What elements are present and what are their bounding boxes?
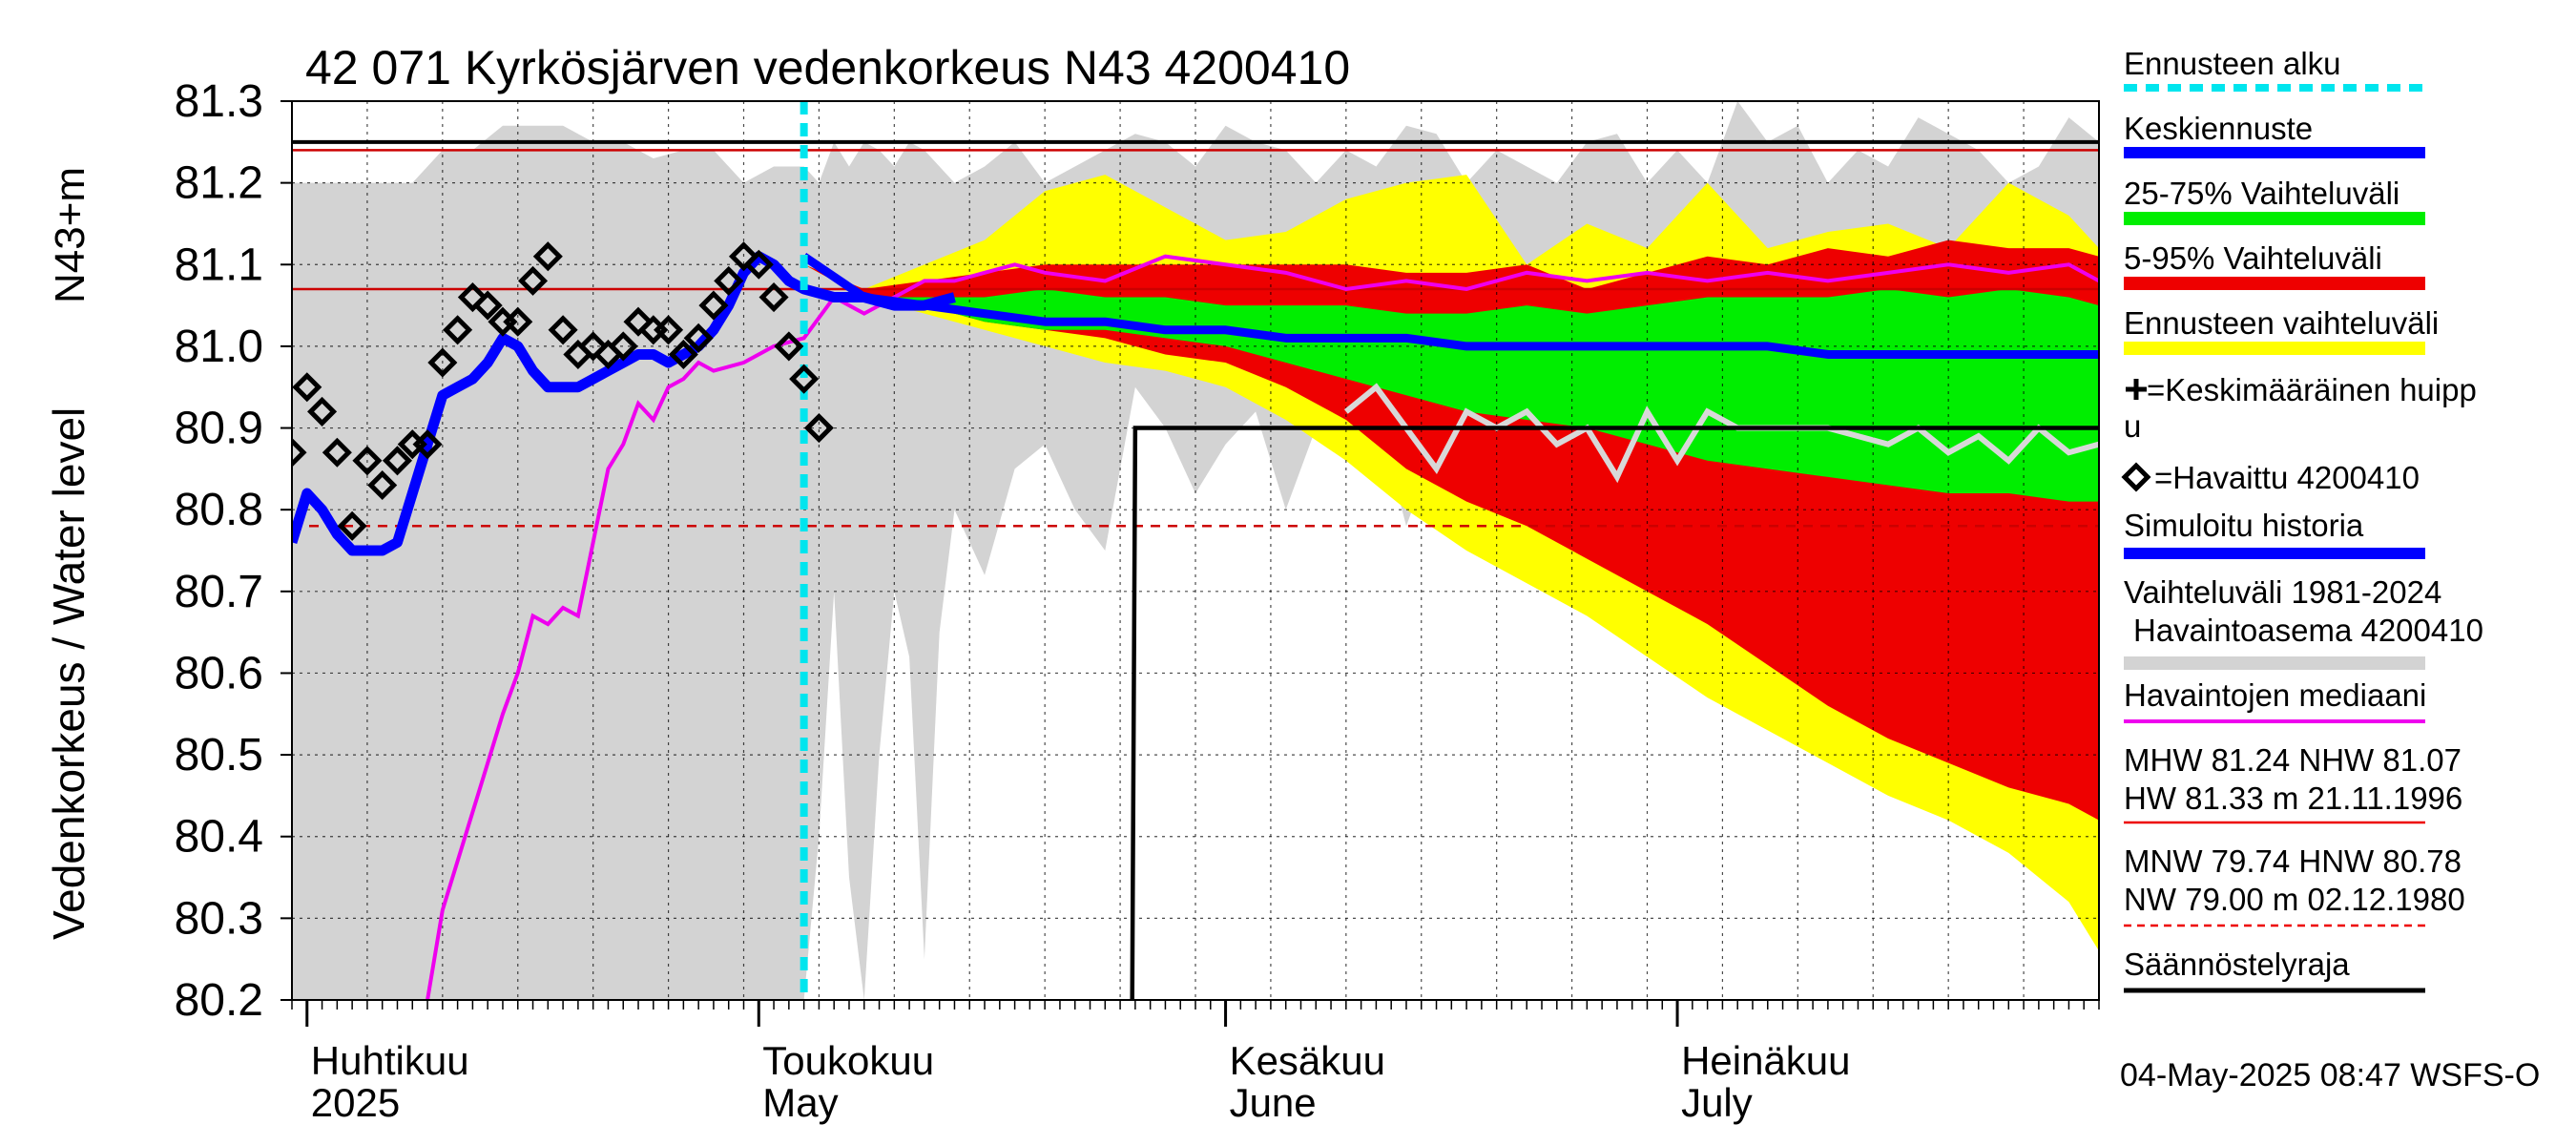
legend-label: Ennusteen alku	[2124, 46, 2341, 81]
observed-point	[412, 429, 443, 460]
observed-point	[728, 241, 759, 272]
y-tick-label: 80.6	[175, 648, 263, 698]
legend-swatch-p5-95	[2124, 277, 2425, 290]
y-tick-label: 80.3	[175, 893, 263, 944]
legend-label: Vaihteluväli 1981-2024	[2124, 574, 2441, 610]
y-tick-label: 80.8	[175, 485, 263, 535]
y-tick-label: 80.7	[175, 567, 263, 617]
y-axis-label-group: Vedenkorkeus / Water level	[44, 407, 93, 940]
observed-point	[322, 437, 352, 468]
observed-point	[608, 331, 638, 362]
legend-symbol-diamond	[2121, 462, 2151, 492]
month-label-en: June	[1230, 1080, 1317, 1125]
y-tick-label: 81.2	[175, 158, 263, 209]
legend-label: MNW 79.74 HNW 80.78	[2124, 843, 2462, 879]
legend-swatch-p25-75	[2124, 212, 2425, 225]
observed-point	[698, 290, 729, 321]
legend-label: Säännöstelyraja	[2124, 947, 2350, 982]
mean-forecast-line	[801, 252, 2099, 359]
y-tick-label: 80.5	[175, 730, 263, 781]
legend-swatch-historical	[2124, 656, 2425, 670]
observed-point	[517, 265, 549, 296]
legend-symbol-plus	[2126, 379, 2147, 400]
month-label-fi: Toukokuu	[762, 1038, 934, 1083]
observed-point	[337, 510, 367, 541]
month-label-en: July	[1681, 1080, 1753, 1125]
observed-point	[654, 315, 684, 345]
y-tick-label: 80.2	[175, 975, 263, 1026]
observed-point	[292, 437, 307, 468]
observed-point	[774, 331, 804, 362]
y-axis-unit: N43+m	[47, 167, 93, 303]
observed-point	[532, 241, 563, 272]
observed-point	[352, 446, 383, 476]
observed-point	[382, 446, 413, 476]
observed-point	[758, 281, 789, 313]
observed-point	[714, 265, 744, 296]
legend-label: HW 81.33 m 21.11.1996	[2124, 781, 2462, 816]
month-label-en: 2025	[311, 1080, 400, 1125]
y-tick-label: 80.4	[175, 812, 263, 863]
observed-point	[789, 364, 820, 394]
month-label-fi: Huhtikuu	[311, 1038, 469, 1083]
chart-title: 42 071 Kyrkösjärven vedenkorkeus N43 420…	[305, 41, 1350, 94]
legend-label: NW 79.00 m 02.12.1980	[2124, 882, 2465, 917]
legend-label: 25-75% Vaihteluväli	[2124, 176, 2399, 211]
month-label-fi: Kesäkuu	[1230, 1038, 1385, 1083]
y-axis-unit-group: N43+m	[47, 167, 93, 303]
observed-point	[803, 413, 834, 444]
simulated-history-line	[292, 251, 956, 556]
y-tick-label: 81.0	[175, 322, 263, 372]
footer-timestamp: 04-May-2025 08:47 WSFS-O	[2120, 1057, 2540, 1093]
legend-label: Keskiennuste	[2124, 111, 2313, 146]
legend-label: MHW 81.24 NHW 81.07	[2124, 742, 2462, 778]
y-tick-label: 81.1	[175, 239, 263, 290]
observed-point	[307, 396, 338, 427]
legend-label: Havaintojen mediaani	[2124, 677, 2426, 713]
legend-label: u	[2124, 408, 2141, 444]
legend-label: Havaintoasema 4200410	[2133, 613, 2483, 648]
legend-label: =Keskimääräinen huipp	[2147, 372, 2477, 407]
observed-point	[292, 372, 322, 403]
y-tick-label: 80.9	[175, 404, 263, 454]
legend-label: Simuloitu historia	[2124, 508, 2364, 543]
observed-point	[427, 347, 458, 378]
legend-label: Ennusteen vaihteluväli	[2124, 305, 2439, 341]
observed-point	[743, 249, 774, 280]
observed-point	[443, 315, 473, 345]
dry-reference-line	[1343, 383, 2099, 484]
legend-label: 5-95% Vaihteluväli	[2124, 240, 2382, 276]
y-axis-label: Vedenkorkeus / Water level	[44, 407, 93, 940]
observed-point	[367, 469, 398, 501]
legend: Ennusteen alku Keskiennuste 25-75% Vaihtel…	[2121, 46, 2483, 993]
y-tick-label: 81.3	[175, 76, 263, 127]
observed-point	[623, 306, 654, 337]
observed-point	[548, 315, 578, 345]
month-label-fi: Heinäkuu	[1681, 1038, 1850, 1083]
regulation-limit-line	[1130, 426, 2099, 1000]
observed-point	[457, 281, 488, 313]
observed-point	[683, 323, 714, 353]
observed-point	[668, 339, 698, 370]
legend-label: =Havaittu 4200410	[2154, 460, 2420, 495]
observed-point	[472, 290, 503, 321]
legend-swatch-forecast-range	[2124, 342, 2425, 355]
observed-point	[578, 331, 609, 362]
month-label-en: May	[762, 1080, 838, 1125]
observed-point	[503, 306, 533, 337]
plot-area: 80.2 80.3 80.4 80.5 80.6 80.7 80.8 80.9 81.0 81.1…	[175, 76, 2100, 1125]
plot-content	[292, 101, 2099, 1000]
